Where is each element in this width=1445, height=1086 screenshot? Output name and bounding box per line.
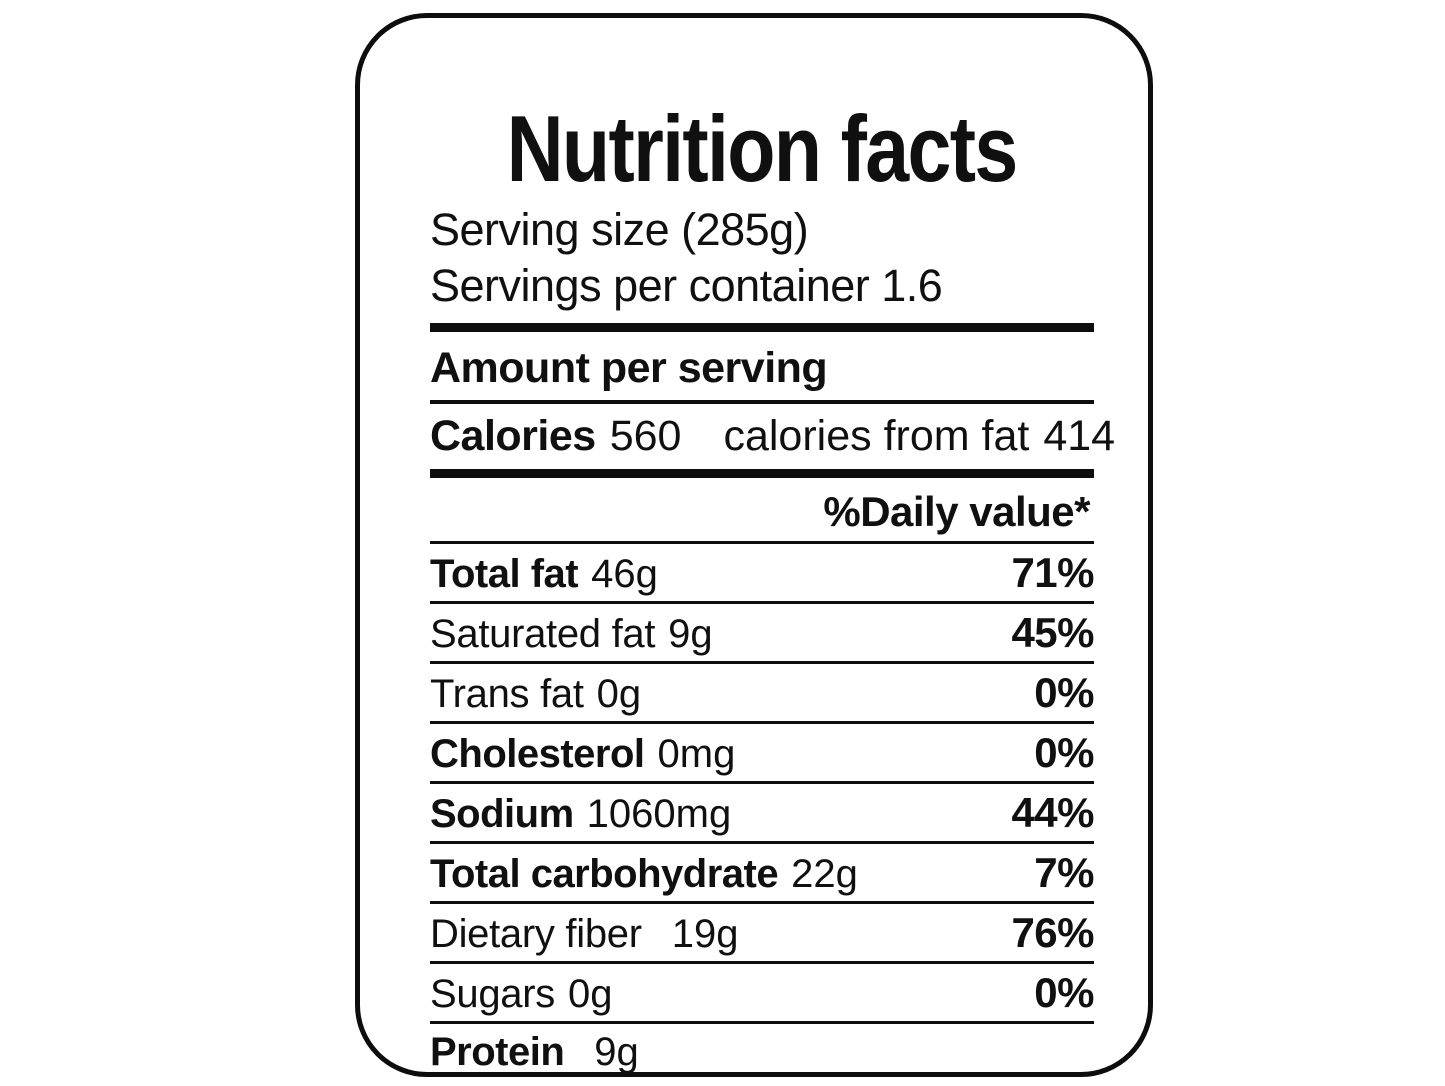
nutrient-row-trans-fat: Trans fat 0g 0% <box>430 664 1094 724</box>
nutrient-percent: 0% <box>1034 669 1094 716</box>
nutrient-percent: 44% <box>1011 789 1094 836</box>
nutrition-label-content: Nutrition facts Serving size (285g) Serv… <box>430 18 1115 1079</box>
nutrient-row-protein: Protein 9g <box>430 1024 1094 1079</box>
daily-value-header: %Daily value* <box>430 478 1094 544</box>
nutrient-percent: 76% <box>1011 909 1094 956</box>
nutrient-percent: 0% <box>1034 969 1094 1016</box>
nutrient-name-amount: Cholesterol 0mg <box>430 732 736 776</box>
label-title-wrap: Nutrition facts <box>430 100 1094 198</box>
nutrient-name-amount: Trans fat 0g <box>430 672 642 716</box>
nutrient-row-saturated-fat: Saturated fat 9g 45% <box>430 604 1094 664</box>
nutrient-name-amount: Sodium 1060mg <box>430 792 732 836</box>
nutrient-percent: 0% <box>1034 729 1094 776</box>
serving-size-text: Serving size (285g) <box>430 204 809 255</box>
nutrient-row-total-fat: Total fat 46g 71% <box>430 544 1094 604</box>
calories-from-fat-label: calories from fat <box>723 412 1030 460</box>
nutrient-percent: 45% <box>1011 609 1094 656</box>
divider-thick-top <box>430 323 1094 332</box>
calories-row: Calories 560 calories from fat 414 <box>430 404 1115 478</box>
nutrient-percent: 71% <box>1011 549 1094 596</box>
nutrient-row-cholesterol: Cholesterol 0mg 0% <box>430 724 1094 784</box>
calories-label: Calories <box>430 412 596 460</box>
amount-per-serving-header: Amount per serving <box>430 332 1094 404</box>
nutrient-name-amount: Total fat 46g <box>430 552 658 596</box>
nutrient-name-amount: Protein 9g <box>430 1030 639 1074</box>
label-title: Nutrition facts <box>507 96 1019 201</box>
nutrient-row-total-carbohydrate: Total carbohydrate 22g 7% <box>430 844 1094 904</box>
nutrient-row-dietary-fiber: Dietary fiber 19g 76% <box>430 904 1094 964</box>
nutrient-row-sugars: Sugars 0g 0% <box>430 964 1094 1024</box>
nutrient-percent: 7% <box>1034 849 1094 896</box>
nutrient-name-amount: Dietary fiber 19g <box>430 912 739 956</box>
servings-per-container-text: Servings per container 1.6 <box>430 260 943 311</box>
nutrient-name-amount: Total carbohydrate 22g <box>430 852 858 896</box>
nutrition-label: Nutrition facts Serving size (285g) Serv… <box>355 13 1153 1077</box>
calories-value: 560 <box>609 412 682 460</box>
nutrient-name-amount: Saturated fat 9g <box>430 612 713 656</box>
nutrient-name-amount: Sugars 0g <box>430 972 613 1016</box>
nutrient-row-sodium: Sodium 1060mg 44% <box>430 784 1094 844</box>
calories-from-fat-value: 414 <box>1043 412 1116 460</box>
